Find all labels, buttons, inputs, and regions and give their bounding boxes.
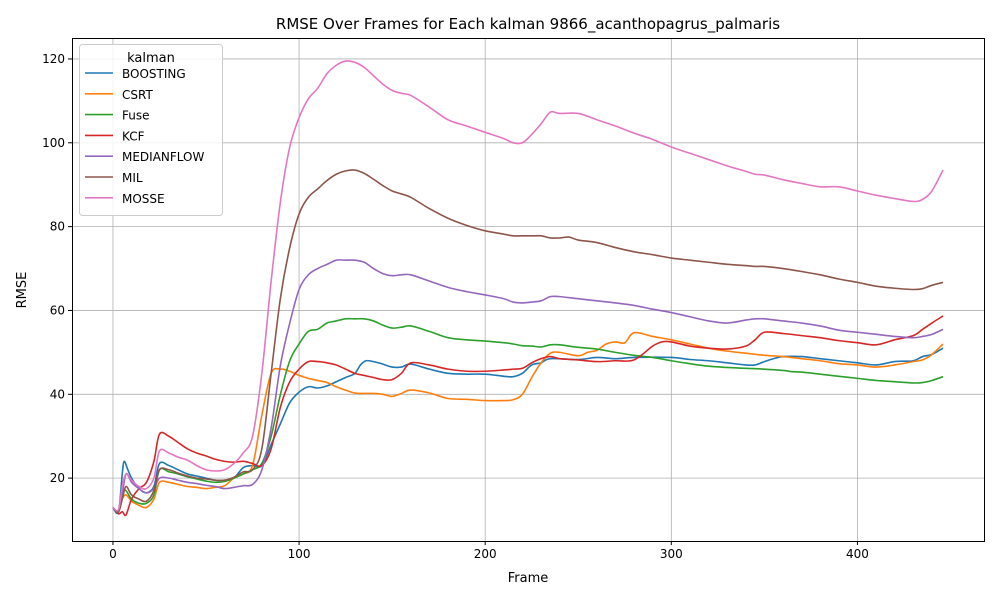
legend-label-mosse: MOSSE (122, 192, 165, 206)
legend-label-medianflow: MEDIANFLOW (122, 150, 205, 164)
x-tick-label: 100 (288, 547, 311, 561)
legend-items: BOOSTING CSRT Fuse KCF MEDIANFLOW MIL MOSSE (85, 67, 205, 206)
y-axis: 20 40 60 80 100 120 (42, 52, 72, 485)
y-tick-label: 120 (42, 52, 65, 66)
y-tick-label: 100 (42, 136, 65, 150)
x-tick-label: 200 (474, 547, 497, 561)
chart-title: RMSE Over Frames for Each kalman 9866_ac… (276, 15, 780, 34)
series-line-mosse (112, 60, 944, 512)
series-line-csrt (112, 331, 944, 513)
legend-label-fuse: Fuse (122, 109, 150, 123)
y-tick-label: 40 (50, 387, 65, 401)
series-line-medianflow (112, 259, 944, 513)
series-line-mil (112, 169, 944, 513)
y-tick-label: 60 (50, 303, 65, 317)
legend: kalman BOOSTING CSRT Fuse KCF MEDIANFLOW MIL M… (79, 44, 223, 216)
legend-label-boosting: BOOSTING (122, 67, 186, 81)
x-tick-label: 300 (660, 547, 683, 561)
y-tick-label: 20 (50, 471, 65, 485)
y-tick-label: 80 (50, 220, 65, 234)
series-line-boosting (112, 347, 944, 515)
x-axis-label: Frame (508, 571, 549, 586)
legend-label-csrt: CSRT (122, 88, 153, 102)
plot-frame (72, 38, 985, 542)
series-line-kcf (112, 315, 944, 517)
x-tick-label: 0 (109, 547, 117, 561)
legend-label-kcf: KCF (122, 129, 145, 143)
legend-box (79, 44, 223, 216)
series-layer (112, 60, 944, 517)
legend-title: kalman (127, 51, 175, 66)
legend-label-mil: MIL (122, 171, 143, 185)
y-axis-label: RMSE (15, 272, 30, 309)
x-tick-label: 400 (846, 547, 869, 561)
x-axis: 0 100 200 300 400 (109, 541, 869, 561)
grid-lines (72, 38, 984, 541)
